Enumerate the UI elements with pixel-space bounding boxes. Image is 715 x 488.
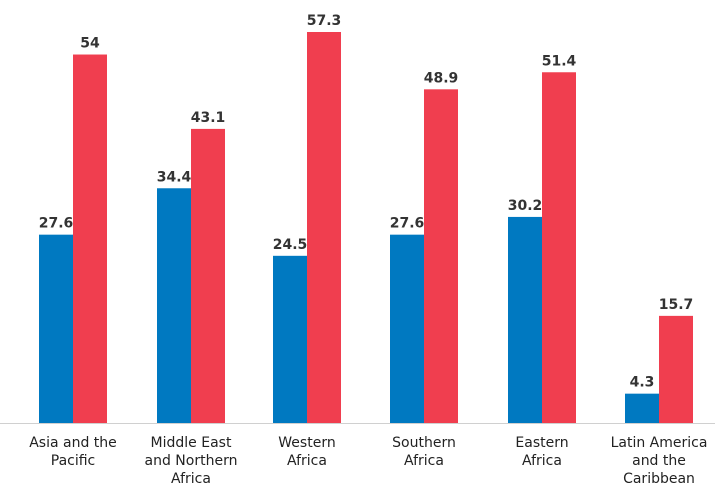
category-label-1-line-2: Pacific [51, 453, 96, 469]
value-labels-layer: 27.6 54 34.4 43.1 24.5 57.3 27.6 48.9 30.2 51.4 4.… [39, 13, 694, 391]
bar-series1-cat3 [273, 255, 307, 423]
category-label-4-line-1: Southern [392, 435, 456, 451]
bar-series1-cat6 [625, 393, 659, 423]
category-label-1-line-1: Asia and the [29, 435, 117, 451]
value-label-series1-cat2: 34.4 [157, 169, 192, 185]
value-label-series1-cat3: 24.5 [273, 237, 308, 253]
bar-series2-cat5 [542, 72, 576, 423]
bar-series2-cat4 [424, 89, 458, 424]
bar-series1-cat4 [390, 234, 424, 423]
category-label-1: Asia and the Pacific [29, 435, 117, 469]
category-label-4: Southern Africa [392, 435, 456, 469]
category-label-3-line-1: Western [278, 435, 335, 451]
bar-series1-cat5 [508, 216, 542, 423]
value-label-series1-cat4: 27.6 [390, 216, 425, 232]
category-label-2-line-3: Africa [171, 471, 211, 487]
bar-series2-cat3 [307, 32, 341, 423]
category-label-3: Western Africa [278, 435, 335, 469]
category-label-6: Latin America and the Caribbean [611, 435, 708, 487]
bar-series2-cat6 [659, 315, 693, 423]
value-label-series1-cat6: 4.3 [630, 375, 655, 391]
category-label-6-line-1: Latin America [611, 435, 708, 451]
bar-series1-cat1 [39, 234, 73, 423]
category-label-6-line-2: and the [632, 453, 686, 469]
value-label-series2-cat3: 57.3 [307, 13, 342, 29]
category-label-4-line-2: Africa [404, 453, 444, 469]
value-label-series1-cat5: 30.2 [508, 198, 543, 214]
value-label-series2-cat6: 15.7 [659, 297, 694, 313]
category-label-5-line-2: Africa [522, 453, 562, 469]
value-label-series2-cat1: 54 [80, 36, 100, 52]
bars-layer [39, 32, 693, 424]
category-labels-layer: Asia and the Pacific Middle East and Northe… [29, 435, 707, 487]
bar-series2-cat1 [73, 54, 107, 424]
value-label-series2-cat2: 43.1 [191, 110, 226, 126]
category-label-5: Eastern Africa [515, 435, 568, 469]
category-label-2: Middle East and Northern Africa [145, 435, 238, 487]
category-label-5-line-1: Eastern [515, 435, 568, 451]
bar-series1-cat2 [157, 188, 191, 423]
bar-series2-cat2 [191, 128, 225, 423]
category-label-2-line-2: and Northern [145, 453, 238, 469]
category-label-3-line-2: Africa [287, 453, 327, 469]
value-label-series2-cat5: 51.4 [542, 53, 577, 69]
category-label-6-line-3: Caribbean [623, 471, 695, 487]
value-label-series2-cat4: 48.9 [424, 70, 459, 86]
category-label-2-line-1: Middle East [151, 435, 232, 451]
value-label-series1-cat1: 27.6 [39, 216, 74, 232]
